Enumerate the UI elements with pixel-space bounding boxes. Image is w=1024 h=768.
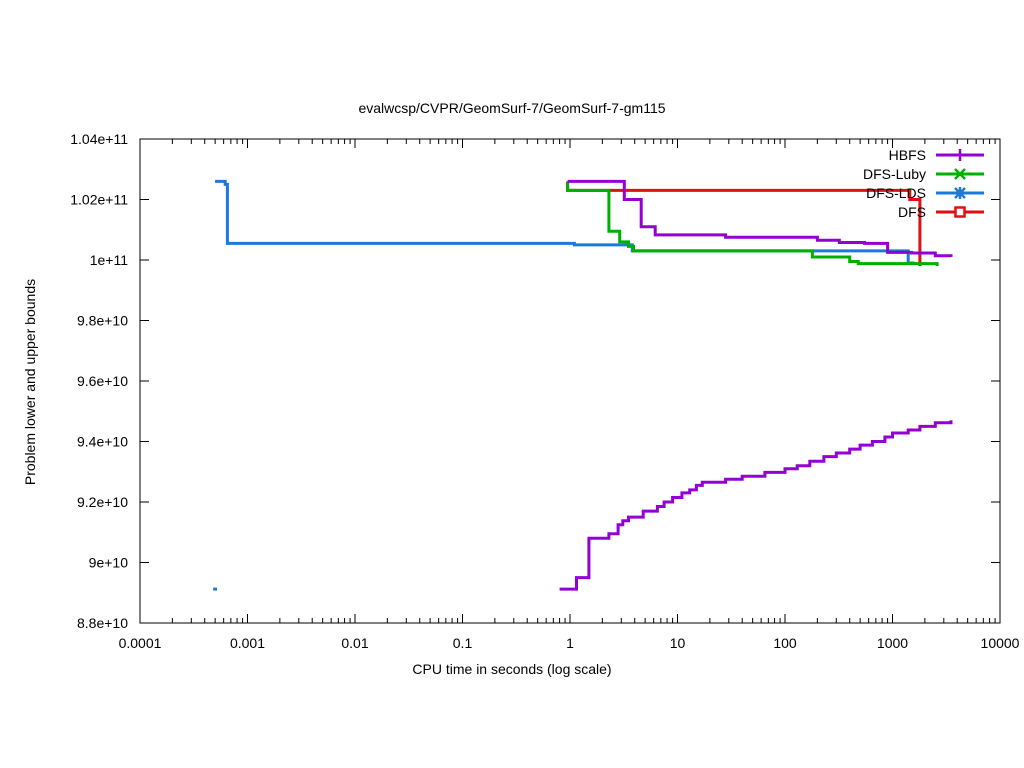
y-tick-label: 1e+11 [90, 252, 128, 268]
x-tick-label: 10000 [981, 635, 1020, 651]
x-tick-label: 0.001 [230, 635, 265, 651]
chart-title: evalwcsp/CVPR/GeomSurf-7/GeomSurf-7-gm11… [358, 100, 666, 116]
x-tick-label: 10 [670, 635, 686, 651]
tick-labels: 0.0001 0.001 0.01 0.1 1 10 100 1000 10000 8.8e+10… [70, 131, 1019, 651]
y-tick-label: 9.8e+10 [77, 313, 128, 329]
series-hbfs-lower-bound [559, 420, 953, 591]
y-tick-label: 9.4e+10 [77, 434, 128, 450]
y-tick-label: 9e+10 [89, 555, 129, 571]
y-tick-label: 1.02e+11 [70, 192, 128, 208]
x-axis-label: CPU time in seconds (log scale) [412, 661, 612, 677]
legend-label: DFS-Luby [863, 166, 926, 182]
box-marker-icon [954, 206, 966, 218]
y-tick-label: 9.6e+10 [77, 373, 128, 389]
legend-label: HBFS [889, 147, 926, 163]
x-tick-label: 1 [566, 635, 574, 651]
x-tick-label: 0.0001 [119, 635, 162, 651]
legend-label: DFS-LDS [866, 185, 926, 201]
y-tick-label: 8.8e+10 [77, 615, 128, 631]
x-tick-label: 100 [773, 635, 797, 651]
series-layer [213, 179, 953, 591]
plot-frame [139, 138, 1001, 624]
series-hbfs-upper-bound [567, 179, 953, 258]
series-dfs-luby-upper-bound [566, 181, 939, 266]
cross-marker-icon [954, 168, 966, 180]
y-tick-label: 9.2e+10 [77, 494, 128, 510]
legend: HBFS DFS-Luby DFS-LDS DFS [863, 147, 984, 220]
y-axis-label: Problem lower and upper bounds [22, 278, 38, 486]
axis-ticks [139, 138, 1001, 624]
x-tick-label: 0.1 [453, 635, 473, 651]
x-tick-label: 0.01 [341, 635, 368, 651]
x-tick-label: 1000 [877, 635, 908, 651]
legend-label: DFS [898, 204, 926, 220]
y-tick-label: 1.04e+11 [70, 131, 128, 147]
